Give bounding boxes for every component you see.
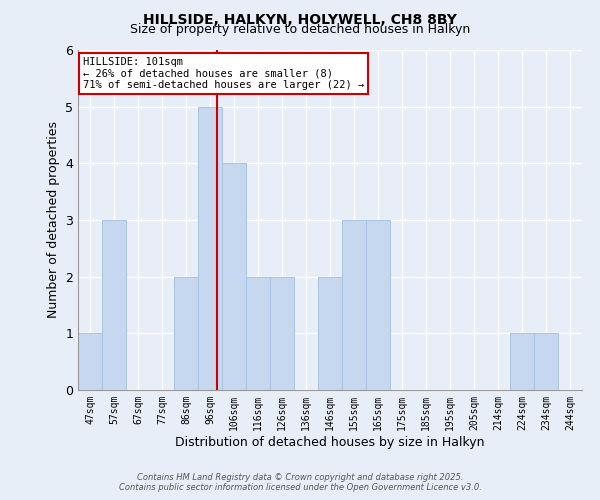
Bar [103, 220, 125, 390]
Bar [271, 276, 293, 390]
Bar [199, 106, 221, 390]
Bar [223, 164, 245, 390]
Bar [79, 334, 101, 390]
Bar [247, 276, 269, 390]
Text: HILLSIDE, HALKYN, HOLYWELL, CH8 8BY: HILLSIDE, HALKYN, HOLYWELL, CH8 8BY [143, 12, 457, 26]
Bar [175, 276, 197, 390]
Text: Contains HM Land Registry data © Crown copyright and database right 2025.
Contai: Contains HM Land Registry data © Crown c… [119, 473, 481, 492]
Bar [367, 220, 389, 390]
Y-axis label: Number of detached properties: Number of detached properties [47, 122, 59, 318]
Text: HILLSIDE: 101sqm
← 26% of detached houses are smaller (8)
71% of semi-detached h: HILLSIDE: 101sqm ← 26% of detached house… [83, 57, 364, 90]
Bar [511, 334, 533, 390]
Bar [343, 220, 365, 390]
Bar [319, 276, 341, 390]
Bar [535, 334, 557, 390]
Text: Size of property relative to detached houses in Halkyn: Size of property relative to detached ho… [130, 22, 470, 36]
X-axis label: Distribution of detached houses by size in Halkyn: Distribution of detached houses by size … [175, 436, 485, 448]
